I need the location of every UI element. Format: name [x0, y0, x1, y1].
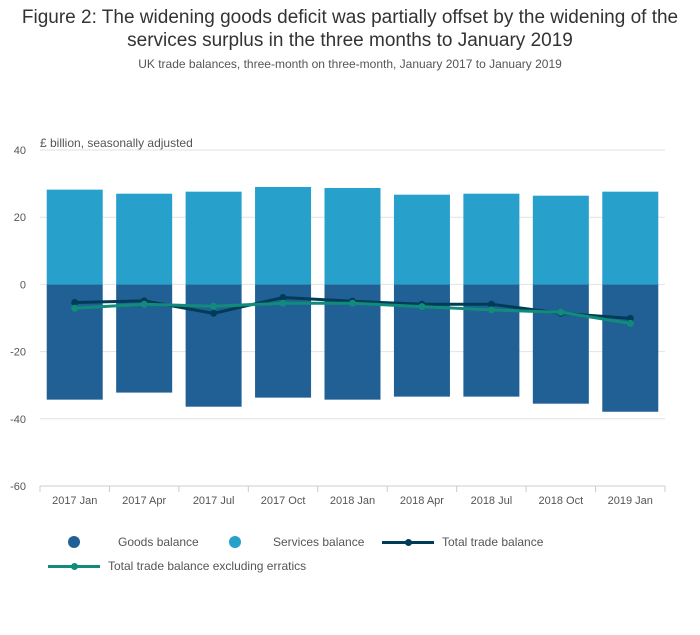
x-tick-label: 2017 Jul	[193, 495, 235, 507]
x-tick-label: 2017 Jan	[52, 495, 97, 507]
x-tick-label: 2018 Oct	[539, 495, 584, 507]
bar-services-balance	[324, 187, 381, 285]
point-total-trade-balance-excluding-erratics	[349, 299, 356, 307]
legend-total: Total trade balance	[382, 535, 543, 549]
point-total-trade-balance	[279, 294, 287, 302]
bar-goods-balance	[532, 284, 589, 404]
legend-goods-swatch	[68, 536, 80, 548]
bar-services-balance	[46, 189, 103, 285]
x-tick-label: 2017 Apr	[122, 495, 166, 507]
point-total-trade-balance-excluding-erratics	[487, 306, 495, 314]
point-total-trade-balance-excluding-erratics	[626, 319, 634, 327]
point-total-trade-balance	[71, 299, 79, 307]
bar-services-balance	[602, 191, 659, 285]
point-total-trade-balance-excluding-erratics	[557, 308, 565, 316]
legend-services-swatch	[229, 536, 241, 548]
point-total-trade-balance-excluding-erratics	[279, 299, 287, 307]
bar-services-balance	[463, 193, 520, 285]
x-tick-label: 2018 Jul	[471, 495, 513, 507]
y-tick-label: 20	[14, 212, 26, 224]
bar-services-balance	[393, 194, 450, 285]
legend-services: Services balance	[229, 535, 364, 549]
point-total-trade-balance-excluding-erratics	[140, 300, 148, 308]
y-axis-label: £ billion, seasonally adjusted	[40, 136, 193, 150]
x-tick-label: 2017 Oct	[261, 495, 306, 507]
x-tick-label: 2018 Jan	[330, 495, 375, 507]
bar-services-balance	[116, 193, 173, 285]
y-tick-label: 40	[14, 145, 26, 157]
y-tick-label: -40	[10, 414, 26, 426]
legend-total-excl-swatch	[48, 562, 100, 570]
x-tick-label: 2019 Jan	[608, 495, 653, 507]
point-total-trade-balance-excluding-erratics	[418, 303, 426, 311]
plot-area: 40 20 0 -20 -40 -60 2017 Jan 2017 Apr 2017 Jul 20…	[10, 136, 666, 507]
legend-total-swatch	[382, 538, 434, 546]
x-tick-label: 2018 Apr	[400, 495, 444, 507]
chart-title: Figure 2: The widening goods deficit was…	[21, 7, 679, 51]
chart-subtitle: UK trade balances, three-month on three-…	[138, 57, 562, 71]
point-total-trade-balance	[487, 300, 495, 308]
bar-services-balance	[185, 191, 242, 285]
point-total-trade-balance	[210, 309, 218, 317]
bar-services-balance	[255, 186, 312, 285]
legend-goods: Goods balance	[68, 535, 199, 549]
bar-goods-balance	[602, 284, 659, 412]
y-tick-label: -60	[10, 481, 26, 493]
y-tick-label: -20	[10, 347, 26, 359]
y-tick-label: 0	[20, 279, 26, 291]
point-total-trade-balance-excluding-erratics	[71, 304, 79, 312]
bar-services-balance	[532, 195, 589, 285]
point-total-trade-balance-excluding-erratics	[210, 302, 218, 310]
point-total-trade-balance	[626, 314, 634, 322]
legend-total-excl: Total trade balance excluding erratics	[48, 559, 306, 573]
